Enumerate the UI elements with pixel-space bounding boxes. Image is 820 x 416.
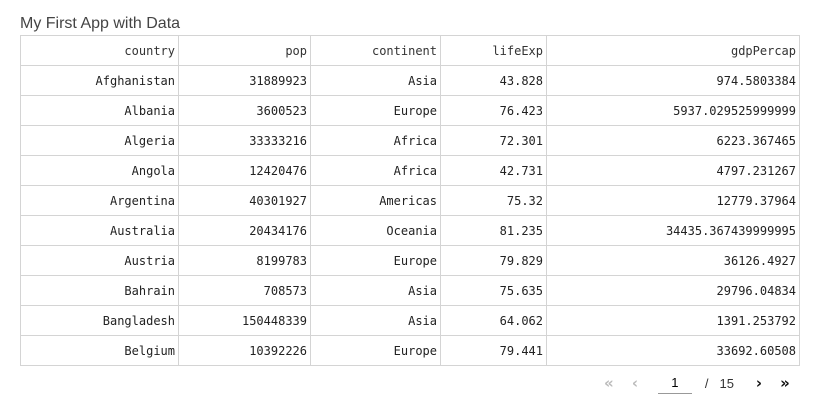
cell-pop[interactable]: 3600523 <box>178 95 311 126</box>
cell-gdppercap[interactable]: 6223.367465 <box>546 125 800 156</box>
table-row: Austria 8199783 Europe 79.829 36126.4927 <box>20 245 800 276</box>
app-title: My First App with Data <box>20 15 181 32</box>
current-page-input[interactable] <box>657 372 692 394</box>
next-page-button[interactable]: › <box>749 372 769 394</box>
column-header-lifeexp[interactable]: lifeExp <box>440 35 547 66</box>
cell-lifeexp[interactable]: 64.062 <box>440 305 547 336</box>
cell-gdppercap[interactable]: 12779.37964 <box>546 185 800 216</box>
cell-continent[interactable]: Africa <box>310 155 441 186</box>
cell-country[interactable]: Bahrain <box>20 275 179 306</box>
cell-lifeexp[interactable]: 81.235 <box>440 215 547 246</box>
cell-pop[interactable]: 8199783 <box>178 245 311 276</box>
column-header-pop[interactable]: pop <box>178 35 311 66</box>
table-body: Afghanistan 31889923 Asia 43.828 974.5803384… <box>20 65 800 366</box>
previous-page-button[interactable]: ‹ <box>625 372 645 394</box>
column-header-country[interactable]: country <box>20 35 179 66</box>
cell-gdppercap[interactable]: 4797.231267 <box>546 155 800 186</box>
cell-continent[interactable]: Europe <box>310 335 441 366</box>
table-header-row: country pop continent lifeExp gdpPercap <box>20 35 800 66</box>
table-row: Bahrain 708573 Asia 75.635 29796.04834 <box>20 275 800 306</box>
cell-continent[interactable]: Europe <box>310 95 441 126</box>
cell-continent[interactable]: Asia <box>310 65 441 96</box>
cell-pop[interactable]: 20434176 <box>178 215 311 246</box>
table-row: Albania 3600523 Europe 76.423 5937.029525999… <box>20 95 800 126</box>
table-row: Belgium 10392226 Europe 79.441 33692.60508 <box>20 335 800 366</box>
cell-continent[interactable]: Americas <box>310 185 441 216</box>
cell-lifeexp[interactable]: 79.441 <box>440 335 547 366</box>
cell-gdppercap[interactable]: 5937.029525999999 <box>546 95 800 126</box>
cell-country[interactable]: Belgium <box>20 335 179 366</box>
cell-country[interactable]: Austria <box>20 245 179 276</box>
cell-lifeexp[interactable]: 75.635 <box>440 275 547 306</box>
cell-lifeexp[interactable]: 42.731 <box>440 155 547 186</box>
cell-country[interactable]: Albania <box>20 95 179 126</box>
cell-gdppercap[interactable]: 36126.4927 <box>546 245 800 276</box>
column-header-gdppercap[interactable]: gdpPercap <box>546 35 800 66</box>
cell-country[interactable]: Bangladesh <box>20 305 179 336</box>
cell-gdppercap[interactable]: 29796.04834 <box>546 275 800 306</box>
cell-pop[interactable]: 708573 <box>178 275 311 306</box>
cell-country[interactable]: Argentina <box>20 185 179 216</box>
cell-gdppercap[interactable]: 1391.253792 <box>546 305 800 336</box>
cell-country[interactable]: Australia <box>20 215 179 246</box>
cell-pop[interactable]: 150448339 <box>178 305 311 336</box>
page-separator: / <box>704 375 709 391</box>
cell-gdppercap[interactable]: 34435.367439999995 <box>546 215 800 246</box>
cell-pop[interactable]: 33333216 <box>178 125 311 156</box>
cell-continent[interactable]: Europe <box>310 245 441 276</box>
cell-continent[interactable]: Asia <box>310 275 441 306</box>
cell-lifeexp[interactable]: 43.828 <box>440 65 547 96</box>
table-row: Angola 12420476 Africa 42.731 4797.231267 <box>20 155 800 186</box>
cell-continent[interactable]: Africa <box>310 125 441 156</box>
table-row: Algeria 33333216 Africa 72.301 6223.367465 <box>20 125 800 156</box>
table-row: Afghanistan 31889923 Asia 43.828 974.5803384 <box>20 65 800 96</box>
cell-country[interactable]: Afghanistan <box>20 65 179 96</box>
last-page-button[interactable]: » <box>775 372 795 394</box>
table-row: Australia 20434176 Oceania 81.235 34435.3674… <box>20 215 800 246</box>
cell-pop[interactable]: 40301927 <box>178 185 311 216</box>
cell-lifeexp[interactable]: 76.423 <box>440 95 547 126</box>
cell-pop[interactable]: 12420476 <box>178 155 311 186</box>
cell-gdppercap[interactable]: 974.5803384 <box>546 65 800 96</box>
column-header-continent[interactable]: continent <box>310 35 441 66</box>
cell-country[interactable]: Algeria <box>20 125 179 156</box>
cell-pop[interactable]: 31889923 <box>178 65 311 96</box>
cell-lifeexp[interactable]: 72.301 <box>440 125 547 156</box>
cell-country[interactable]: Angola <box>20 155 179 186</box>
total-pages: 15 <box>719 375 734 391</box>
pagination: « ‹ / 15 › » <box>596 371 798 395</box>
cell-pop[interactable]: 10392226 <box>178 335 311 366</box>
cell-lifeexp[interactable]: 75.32 <box>440 185 547 216</box>
data-table: country pop continent lifeExp gdpPercap … <box>20 35 800 366</box>
table-row: Bangladesh 150448339 Asia 64.062 1391.253792 <box>20 305 800 336</box>
cell-continent[interactable]: Asia <box>310 305 441 336</box>
first-page-button[interactable]: « <box>599 372 619 394</box>
cell-continent[interactable]: Oceania <box>310 215 441 246</box>
cell-gdppercap[interactable]: 33692.60508 <box>546 335 800 366</box>
cell-lifeexp[interactable]: 79.829 <box>440 245 547 276</box>
table-row: Argentina 40301927 Americas 75.32 12779.3796… <box>20 185 800 216</box>
